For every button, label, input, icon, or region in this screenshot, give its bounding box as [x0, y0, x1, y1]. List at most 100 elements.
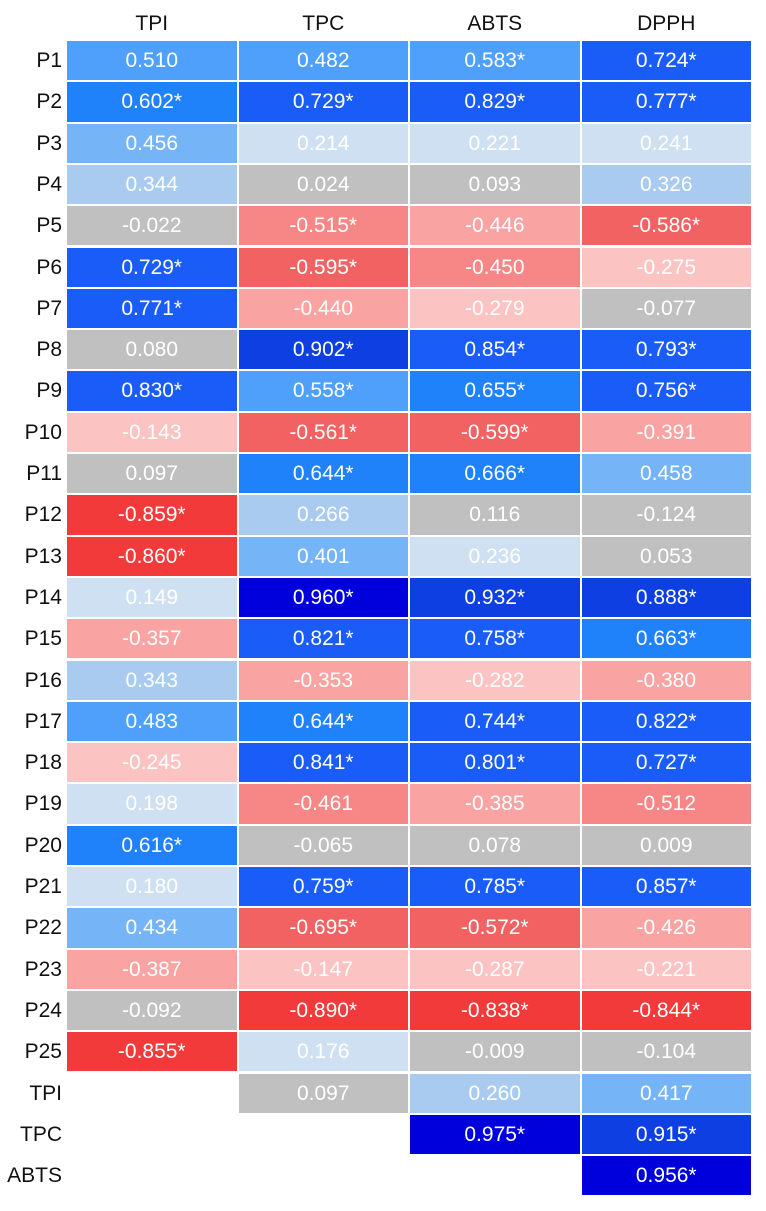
- row-label: P2: [36, 90, 62, 114]
- heatmap-cell: -0.282: [409, 659, 581, 701]
- row-label: P7: [36, 296, 62, 320]
- heatmap-cell: 0.097: [237, 1072, 409, 1114]
- heatmap-cell: -0.147: [237, 948, 409, 990]
- heatmap-cell: -0.890*: [237, 989, 409, 1032]
- heatmap-cell: 0.482: [237, 40, 409, 82]
- heatmap-cell: 0.857*: [580, 866, 752, 908]
- heatmap-cell: -0.561*: [237, 411, 409, 453]
- heatmap-cell: -0.860*: [66, 535, 238, 577]
- heatmap-cell: 0.785*: [409, 866, 581, 908]
- column-label: DPPH: [637, 12, 696, 35]
- row-label: P23: [24, 957, 62, 981]
- heatmap-cell: 0.829*: [409, 81, 581, 123]
- row-label: ABTS: [7, 1164, 62, 1188]
- heatmap-cell: 0.266: [237, 494, 409, 536]
- heatmap-cell: 0.888*: [580, 576, 752, 619]
- heatmap-cell: 0.663*: [580, 618, 752, 660]
- heatmap-cell: 0.724*: [580, 40, 752, 82]
- heatmap-cell: 0.198: [66, 783, 238, 825]
- heatmap-cell: 0.821*: [237, 618, 409, 660]
- heatmap-cell: -0.380: [580, 659, 752, 701]
- column-label: TPI: [135, 12, 169, 35]
- heatmap-cell: 0.915*: [580, 1113, 752, 1156]
- heatmap-cell: 0.434: [66, 907, 238, 949]
- heatmap-cell: -0.065: [237, 824, 409, 866]
- heatmap-cell: -0.077: [580, 287, 752, 330]
- heatmap-cell: -0.357: [66, 618, 238, 660]
- heatmap-cell: 0.777*: [580, 81, 752, 123]
- heatmap-cell: -0.221: [580, 948, 752, 990]
- row-label: P4: [36, 172, 62, 196]
- heatmap-cell: -0.572*: [409, 907, 581, 949]
- heatmap-cell: 0.558*: [237, 370, 409, 412]
- row-label: P5: [36, 214, 62, 238]
- heatmap-cell: 0.644*: [237, 700, 409, 743]
- heatmap-cell: 0.841*: [237, 742, 409, 784]
- heatmap-cell: 0.801*: [409, 742, 581, 784]
- heatmap-cell: 0.932*: [409, 576, 581, 619]
- row-label: P9: [36, 379, 62, 403]
- heatmap-cell: -0.279: [409, 287, 581, 330]
- heatmap-cell: 0.260: [409, 1072, 581, 1114]
- heatmap-cell: 0.729*: [66, 246, 238, 288]
- heatmap-cell: -0.450: [409, 246, 581, 288]
- heatmap-cell: 0.221: [409, 122, 581, 164]
- heatmap-cell: -0.124: [580, 494, 752, 536]
- heatmap-cell: -0.446: [409, 205, 581, 247]
- heatmap-cell: -0.461: [237, 783, 409, 825]
- row-label: P16: [24, 668, 62, 692]
- row-label: P24: [24, 998, 62, 1022]
- heatmap-cell: 0.655*: [409, 370, 581, 412]
- heatmap-cell: 0.343: [66, 659, 238, 701]
- heatmap-cell: 0.417: [580, 1072, 752, 1114]
- heatmap-cell: -0.009: [409, 1031, 581, 1073]
- heatmap-cell: 0.744*: [409, 700, 581, 743]
- heatmap-cell: 0.093: [409, 163, 581, 206]
- heatmap-cell: 0.729*: [237, 81, 409, 123]
- heatmap-cell: -0.855*: [66, 1031, 238, 1073]
- heatmap-cell: 0.078: [409, 824, 581, 866]
- heatmap-cell: 0.024: [237, 163, 409, 206]
- heatmap-cell: -0.275: [580, 246, 752, 288]
- heatmap-cell: 0.822*: [580, 700, 752, 743]
- heatmap-cell: 0.149: [66, 576, 238, 619]
- heatmap-cell: 0.009: [580, 824, 752, 866]
- heatmap-cell: 0.097: [66, 453, 238, 495]
- heatmap-cell: -0.287: [409, 948, 581, 990]
- column-label: TPC: [302, 12, 345, 35]
- heatmap-cell: 0.644*: [237, 453, 409, 495]
- heatmap-cell: -0.859*: [66, 494, 238, 536]
- column-label: ABTS: [467, 12, 523, 35]
- row-label: P10: [24, 420, 62, 444]
- heatmap-cell: -0.092: [66, 989, 238, 1032]
- row-label: P22: [24, 916, 62, 940]
- heatmap-cell: -0.426: [580, 907, 752, 949]
- heatmap-cell: 0.053: [580, 535, 752, 577]
- row-label: P6: [36, 255, 62, 279]
- heatmap-cell: 0.344: [66, 163, 238, 206]
- heatmap-cell: -0.440: [237, 287, 409, 330]
- heatmap-cell: 0.854*: [409, 329, 581, 371]
- heatmap-cell: -0.104: [580, 1031, 752, 1073]
- heatmap-cell: 0.401: [237, 535, 409, 577]
- heatmap-cell: -0.586*: [580, 205, 752, 247]
- heatmap-cell: -0.599*: [409, 411, 581, 453]
- row-label: TPI: [29, 1081, 62, 1105]
- heatmap-cell: 0.727*: [580, 742, 752, 784]
- heatmap-cell: 0.602*: [66, 81, 238, 123]
- row-label: P12: [24, 503, 62, 527]
- heatmap-cell: -0.838*: [409, 989, 581, 1032]
- heatmap-cell: 0.771*: [66, 287, 238, 330]
- row-label: TPC: [20, 1122, 62, 1146]
- row-label: P1: [36, 49, 62, 72]
- heatmap-cell: 0.458: [580, 453, 752, 495]
- heatmap-cell: 0.176: [237, 1031, 409, 1073]
- heatmap-cell: -0.595*: [237, 246, 409, 288]
- heatmap-cell: 0.583*: [409, 40, 581, 82]
- heatmap-cell: 0.975*: [409, 1113, 581, 1156]
- row-label: P13: [24, 544, 62, 568]
- heatmap-cell: -0.022: [66, 205, 238, 247]
- row-label: P11: [26, 462, 62, 485]
- heatmap-cell: 0.960*: [237, 576, 409, 619]
- heatmap-cell: -0.844*: [580, 989, 752, 1032]
